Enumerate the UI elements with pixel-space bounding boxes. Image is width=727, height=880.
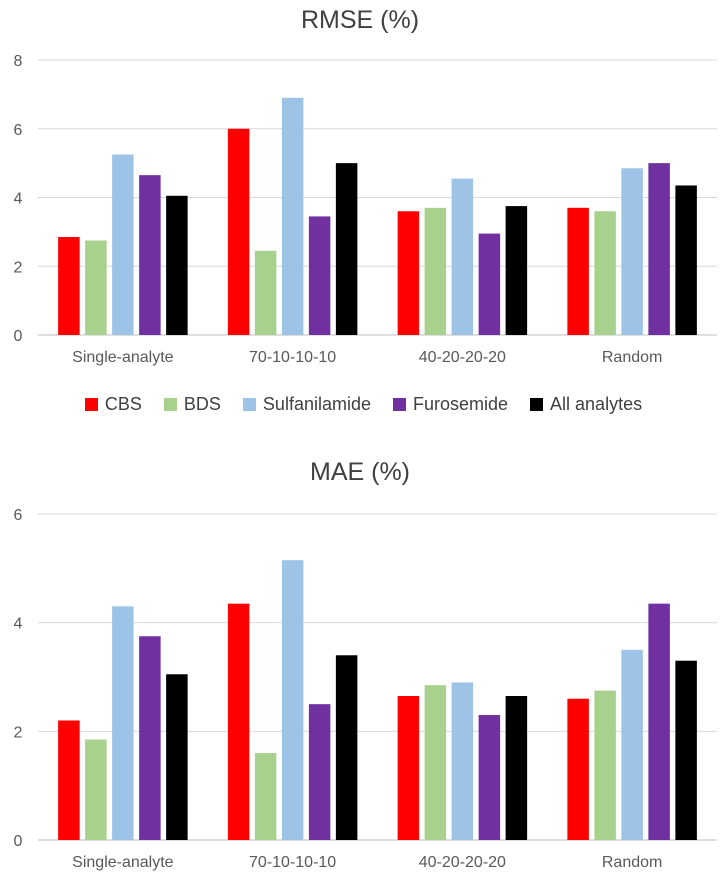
rmse-bar-cbs-single-analyte: [58, 237, 80, 335]
mae-y-tick-label: 0: [14, 833, 23, 850]
legend-item-all-analytes: All analytes: [530, 394, 642, 415]
rmse-bar-all-analytes-single-analyte: [166, 195, 188, 335]
mae-bar-furosemide-single-analyte: [139, 636, 161, 840]
legend: CBS BDS Sulfanilamide Furosemide All ana…: [0, 388, 727, 420]
rmse-chart-title: RMSE (%): [301, 6, 419, 34]
legend-label-all-analytes: All analytes: [550, 393, 643, 414]
mae-bar-cbs-single-analyte: [58, 720, 80, 840]
mae-chart: MAE (%) 0 2 4 6 Single-analyte 70-10-10-10 40-2…: [14, 458, 717, 871]
mae-bar-sulfanilamide-40-20-20-20: [451, 682, 474, 840]
mae-bar-furosemide-40-20-20-20: [478, 715, 501, 840]
rmse-bar-cbs-random: [567, 207, 589, 335]
legend-label-sulfanilamide: Sulfanilamide: [262, 393, 371, 414]
mae-y-tick-label: 4: [14, 616, 23, 633]
rmse-bar-furosemide-40-20-20-20: [478, 233, 501, 335]
rmse-bar-sulfanilamide-70-10-10-10: [281, 97, 304, 335]
rmse-bar-bds-single-analyte: [85, 240, 107, 335]
rmse-bar-bds-random: [594, 211, 616, 335]
legend-label-bds: BDS: [183, 393, 221, 414]
rmse-bar-sulfanilamide-40-20-20-20: [451, 178, 474, 335]
rmse-bar-sulfanilamide-random: [621, 168, 643, 335]
rmse-bar-all-analytes-40-20-20-20: [505, 206, 528, 335]
mae-bar-cbs-70-10-10-10: [227, 603, 250, 840]
rmse-y-tick-label: 8: [14, 53, 23, 70]
mae-bar-furosemide-random: [648, 603, 670, 840]
mae-bar-cbs-random: [567, 698, 589, 840]
rmse-bar-all-analytes-random: [675, 185, 697, 335]
rmse-bar-furosemide-70-10-10-10: [308, 216, 331, 335]
mae-y-tick-label: 6: [14, 507, 23, 524]
mae-y-tick-label: 2: [14, 724, 23, 741]
legend-label-cbs: CBS: [104, 393, 142, 414]
rmse-x-tick-label: 40-20-20-20: [419, 349, 506, 366]
mae-chart-title: MAE (%): [310, 458, 410, 486]
legend-swatch-furosemide: [392, 397, 406, 411]
legend-label-furosemide: Furosemide: [412, 393, 509, 414]
rmse-bar-cbs-40-20-20-20: [397, 211, 420, 335]
rmse-y-tick-label: 4: [14, 191, 23, 208]
rmse-x-tick-label: 70-10-10-10: [249, 349, 336, 366]
rmse-chart: RMSE (%) 0 2 4 6 8 Single-analyte 70-10-10-10 40…: [14, 6, 717, 366]
rmse-y-tick-label: 2: [14, 259, 23, 276]
rmse-x-tick-label: Random: [602, 349, 662, 366]
mae-x-tick-label: 40-20-20-20: [419, 854, 506, 871]
legend-swatch-sulfanilamide: [242, 397, 256, 411]
mae-x-tick-label: Single-analyte: [72, 854, 174, 871]
rmse-y-tick-label: 6: [14, 122, 23, 139]
mae-bar-all-analytes-70-10-10-10: [335, 655, 358, 840]
rmse-x-tick-label: Single-analyte: [72, 349, 174, 366]
legend-swatch-all-analytes: [530, 397, 544, 411]
legend-item-furosemide: Furosemide: [392, 393, 509, 415]
mae-bar-bds-70-10-10-10: [254, 753, 277, 840]
legend-item-bds: BDS: [163, 393, 221, 415]
mae-bar-all-analytes-random: [675, 660, 697, 840]
mae-bar-bds-40-20-20-20: [424, 685, 447, 840]
legend-item-sulfanilamide: Sulfanilamide: [242, 393, 371, 415]
mae-bar-all-analytes-40-20-20-20: [505, 696, 528, 840]
rmse-bar-bds-40-20-20-20: [424, 207, 447, 335]
rmse-y-tick-label: 0: [14, 328, 23, 345]
legend-swatch-bds: [163, 397, 177, 411]
mae-bar-furosemide-70-10-10-10: [308, 704, 331, 840]
mae-bar-bds-single-analyte: [85, 739, 107, 840]
legend-item-cbs: CBS: [84, 393, 142, 415]
rmse-bar-furosemide-single-analyte: [139, 175, 161, 335]
mae-x-tick-label: Random: [602, 854, 662, 871]
mae-bar-sulfanilamide-single-analyte: [112, 606, 134, 840]
mae-bar-cbs-40-20-20-20: [397, 696, 420, 840]
mae-x-tick-label: 70-10-10-10: [249, 854, 336, 871]
mae-bar-bds-random: [594, 690, 616, 840]
rmse-bar-sulfanilamide-single-analyte: [112, 154, 134, 335]
rmse-bar-bds-70-10-10-10: [254, 250, 277, 335]
mae-bar-all-analytes-single-analyte: [166, 674, 188, 840]
rmse-bar-furosemide-random: [648, 163, 670, 335]
rmse-bar-cbs-70-10-10-10: [227, 128, 250, 335]
legend-swatch-cbs: [84, 397, 98, 411]
mae-bar-sulfanilamide-random: [621, 649, 643, 840]
mae-bar-sulfanilamide-70-10-10-10: [281, 560, 304, 840]
rmse-bar-all-analytes-70-10-10-10: [335, 163, 358, 335]
